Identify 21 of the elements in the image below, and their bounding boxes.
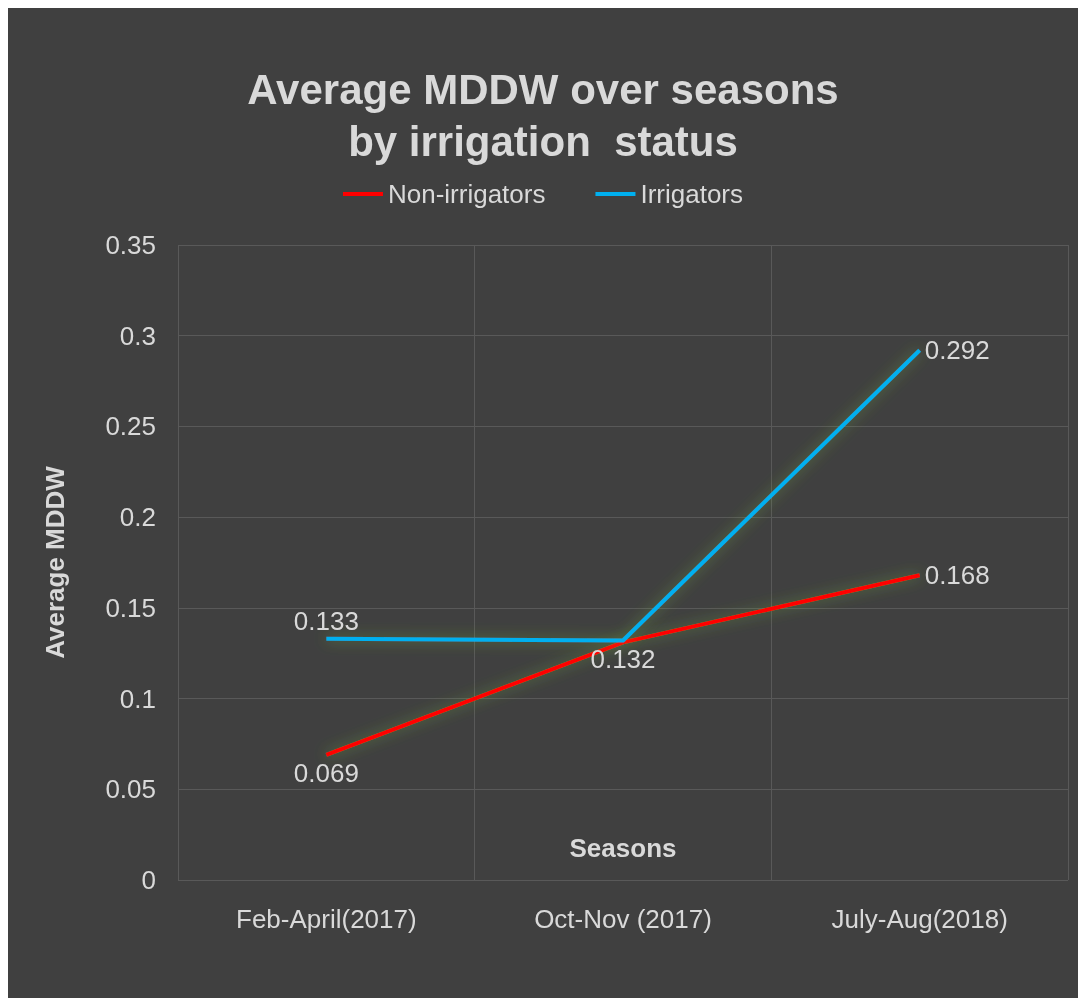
y-tick-label: 0.3 xyxy=(119,320,156,351)
data-label: 0.133 xyxy=(293,605,359,636)
y-tick-label: 0.25 xyxy=(105,411,156,442)
legend-label: Irrigators xyxy=(640,179,744,209)
y-tick-label: 0.05 xyxy=(105,774,156,805)
legend-label: Non-irrigators xyxy=(387,179,546,209)
y-tick-label: 0.1 xyxy=(119,683,156,714)
y-tick-label: 0.2 xyxy=(119,502,156,533)
data-label: 0.292 xyxy=(924,335,990,366)
y-tick-label: 0.35 xyxy=(105,230,156,260)
data-label: 0.069 xyxy=(293,757,359,788)
x-tick-label: Feb-April(2017) xyxy=(236,904,417,934)
x-tick-label: Oct-Nov (2017) xyxy=(534,904,712,934)
x-tick-label: July-Aug(2018) xyxy=(831,904,1008,934)
chart-title: Average MDDW over seasons by irrigation status xyxy=(247,65,839,165)
y-tick-label: 0.15 xyxy=(105,592,156,623)
x-axis-title: Seasons xyxy=(569,833,677,863)
y-axis-title: Average MDDW xyxy=(40,465,70,659)
y-tick-label: 0 xyxy=(141,865,156,895)
data-label: 0.168 xyxy=(924,560,990,591)
data-label: 0.132 xyxy=(590,643,656,674)
